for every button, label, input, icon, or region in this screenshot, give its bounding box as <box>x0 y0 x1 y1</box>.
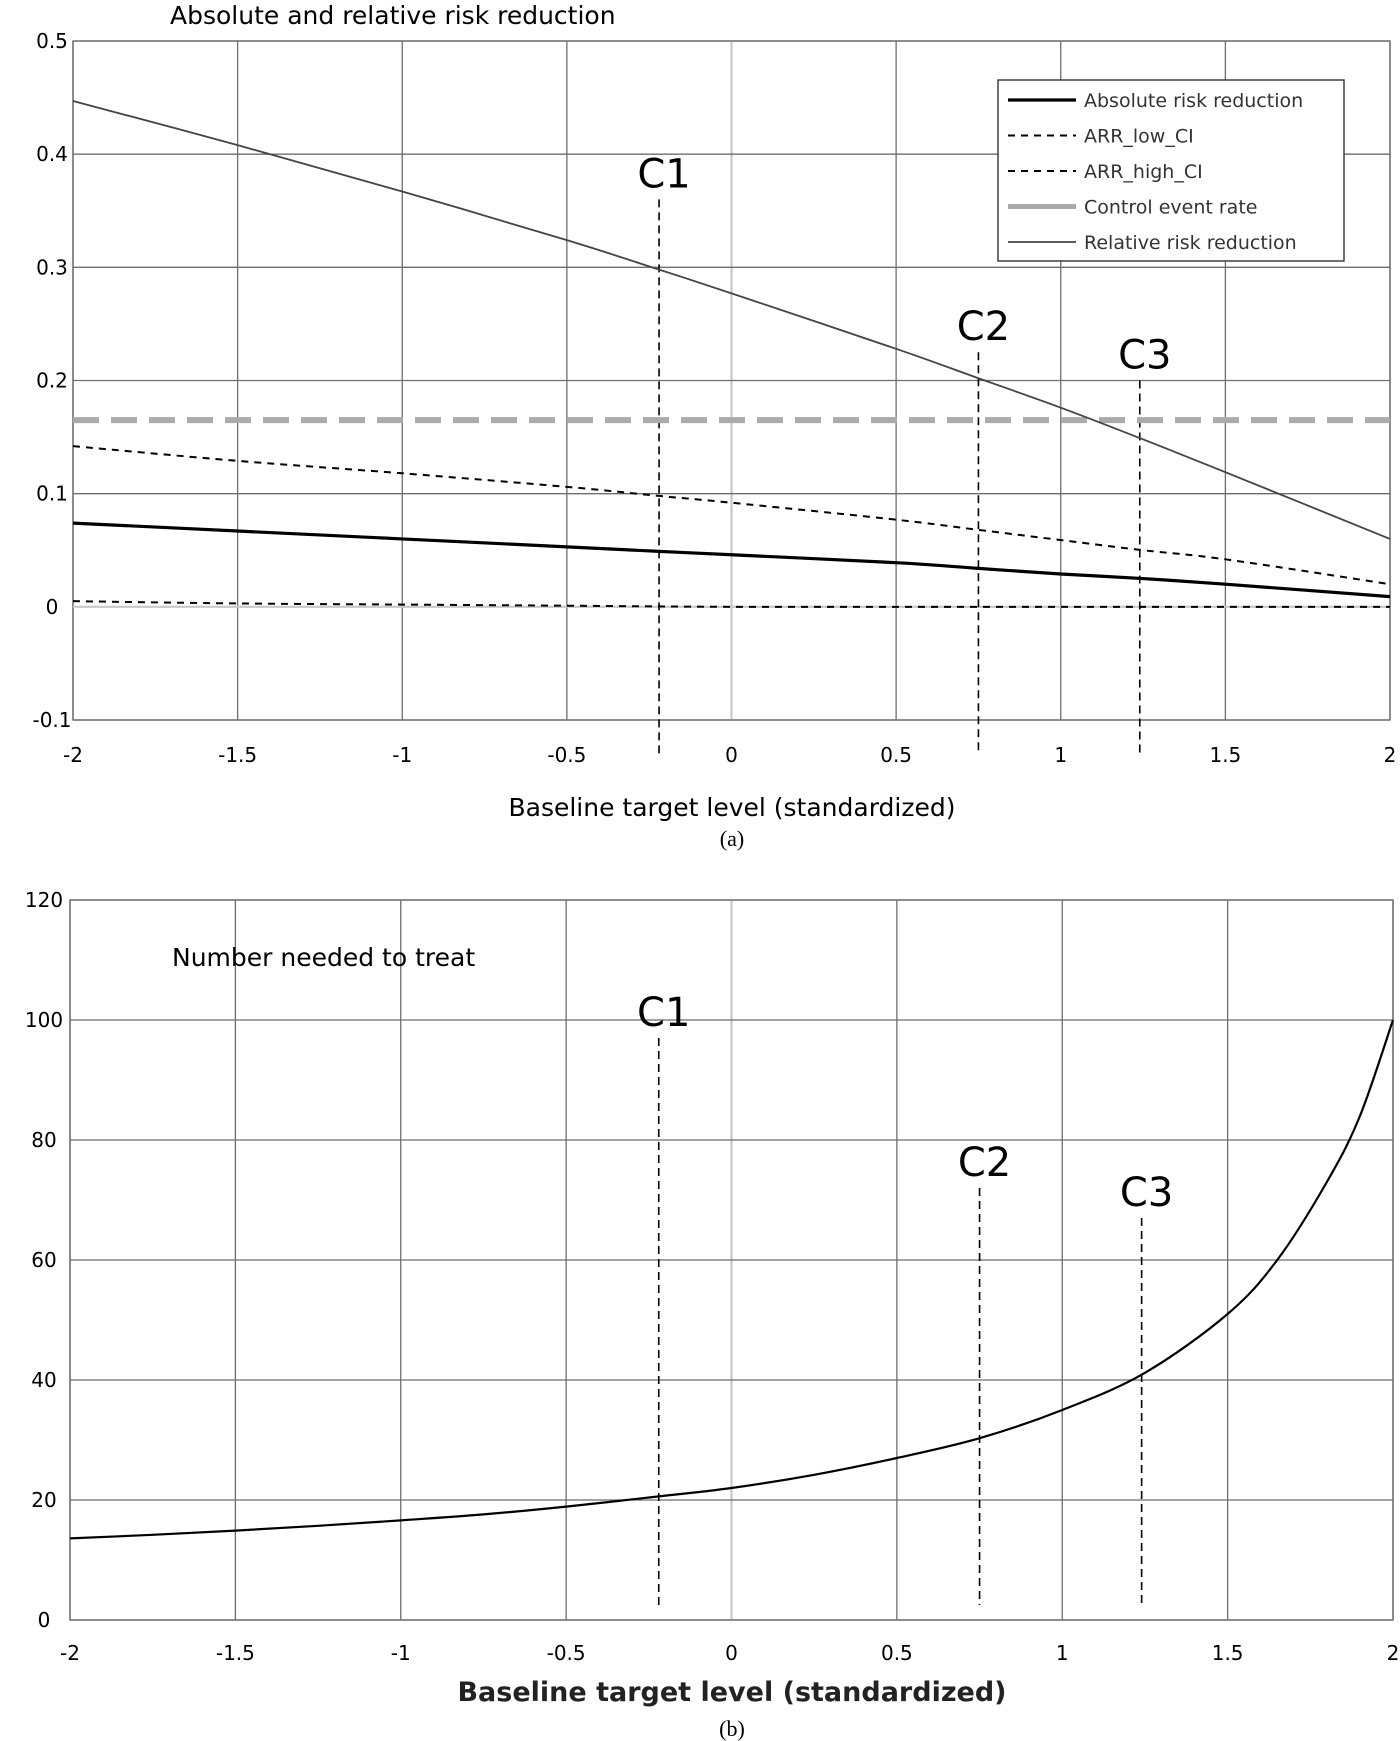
cutpoint-label-c2: C2 <box>957 304 1010 350</box>
panel-caption: (a) <box>720 826 744 851</box>
series-line-number-needed-to-treat <box>69 1019 1395 1540</box>
y-tick-label: 80 <box>31 1128 56 1152</box>
panel-b: -2 -1.5 -1 -0.5 0 0.5 1 1.5 2020406080100120C1C2… <box>25 888 1399 1741</box>
x-tick-label: -0.5 <box>547 743 586 767</box>
cutpoint-label-c3: C3 <box>1120 1170 1173 1216</box>
x-tick-label: -1.5 <box>218 743 257 767</box>
x-tick-label: 1 <box>1056 1641 1069 1665</box>
x-tick-label: -1 <box>392 743 412 767</box>
y-tick-label: 60 <box>31 1248 56 1272</box>
series-line-relative-risk-reduction <box>72 100 1391 540</box>
x-tick-label: -2 <box>60 1641 80 1665</box>
cutpoint-label-c2: C2 <box>958 1140 1011 1186</box>
legend-box <box>997 79 1345 262</box>
y-tick-label: -0.1 <box>32 708 71 732</box>
x-tick-label: 1 <box>1054 743 1067 767</box>
legend-entry: ARR_low_CI <box>1084 126 1194 148</box>
x-tick-label: -1.5 <box>216 1641 255 1665</box>
y-tick-label: 40 <box>31 1368 56 1392</box>
legend-entry: Relative risk reduction <box>1084 232 1297 254</box>
panel-caption: (b) <box>719 1716 745 1741</box>
series-line-arr-low-ci <box>72 445 1391 586</box>
cutpoint-label-c1: C1 <box>637 990 690 1036</box>
legend-entry: ARR_high_CI <box>1084 161 1203 183</box>
x-tick-label: -2 <box>63 743 83 767</box>
chart-title: Absolute and relative risk reduction <box>170 1 616 30</box>
x-tick-label: 2 <box>1384 743 1397 767</box>
y-tick-label: 20 <box>31 1488 56 1512</box>
x-axis-label: Baseline target level (standardized) <box>508 793 955 822</box>
series-line-absolute-risk-reduction <box>72 521 1391 599</box>
y-tick-label: 0.2 <box>36 369 68 393</box>
x-tick-label: 1.5 <box>1212 1641 1244 1665</box>
cutpoint-label-c1: C1 <box>637 151 690 197</box>
y-tick-label: 0 <box>46 595 59 619</box>
chart-title: Number needed to treat <box>172 943 475 972</box>
x-tick-label: -1 <box>391 1641 411 1665</box>
y-tick-label: 100 <box>25 1008 63 1032</box>
legend-entry: Control event rate <box>1084 197 1257 219</box>
y-tick-label: 0.4 <box>36 142 68 166</box>
x-tick-label: -0.5 <box>547 1641 586 1665</box>
x-tick-label: 0.5 <box>880 743 912 767</box>
legend: Absolute risk reduction ARR_low_CI ARR_hig… <box>997 79 1345 262</box>
x-tick-label: 1.5 <box>1209 743 1241 767</box>
x-tick-label: 0 <box>725 1641 738 1665</box>
x-tick-label: 0.5 <box>881 1641 913 1665</box>
y-tick-label: 0 <box>38 1608 51 1632</box>
x-tick-label: 2 <box>1387 1641 1400 1665</box>
y-tick-label: 0.1 <box>36 482 68 506</box>
y-tick-label: 0.5 <box>36 29 68 53</box>
y-tick-label: 120 <box>25 888 63 912</box>
x-axis-label: Baseline target level (standardized) <box>457 1677 1006 1708</box>
cutpoint-label-c3: C3 <box>1118 333 1171 379</box>
panel-a: -2 -1.5 -1 -0.5 0 0.5 1 1.5 2 -0.1 0 0.1 0.2 0.3 0.4 0.… <box>32 1 1396 851</box>
legend-entry: Absolute risk reduction <box>1084 90 1303 112</box>
y-tick-label: 0.3 <box>36 255 68 279</box>
x-tick-label: 0 <box>725 743 738 767</box>
